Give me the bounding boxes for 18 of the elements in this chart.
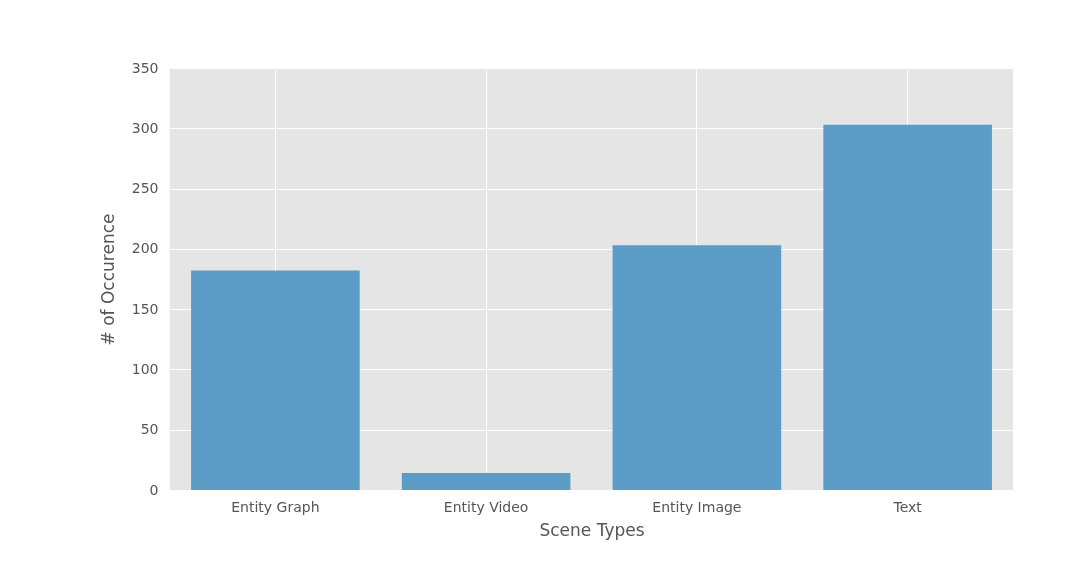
bar bbox=[191, 270, 360, 490]
bar bbox=[612, 245, 782, 490]
y-tick-label: 0 bbox=[149, 481, 159, 498]
x-tick-label: Entity Graph bbox=[231, 498, 320, 515]
y-axis-title: # of Occurence bbox=[97, 213, 118, 346]
bar bbox=[401, 473, 571, 490]
y-tick-label: 100 bbox=[131, 360, 159, 377]
y-tick-label: 250 bbox=[131, 180, 159, 197]
y-tick-label: 150 bbox=[131, 300, 159, 317]
y-tick-label: 350 bbox=[131, 59, 159, 76]
y-tick-label: 300 bbox=[131, 119, 159, 136]
x-tick-label: Entity Image bbox=[652, 498, 742, 515]
x-axis-title: Scene Types bbox=[539, 519, 645, 540]
y-tick-label: 200 bbox=[131, 240, 159, 257]
bar bbox=[823, 124, 992, 490]
x-tick-label: Entity Video bbox=[443, 498, 529, 515]
y-tick-label: 50 bbox=[140, 421, 159, 438]
x-tick-label: Text bbox=[892, 498, 923, 515]
